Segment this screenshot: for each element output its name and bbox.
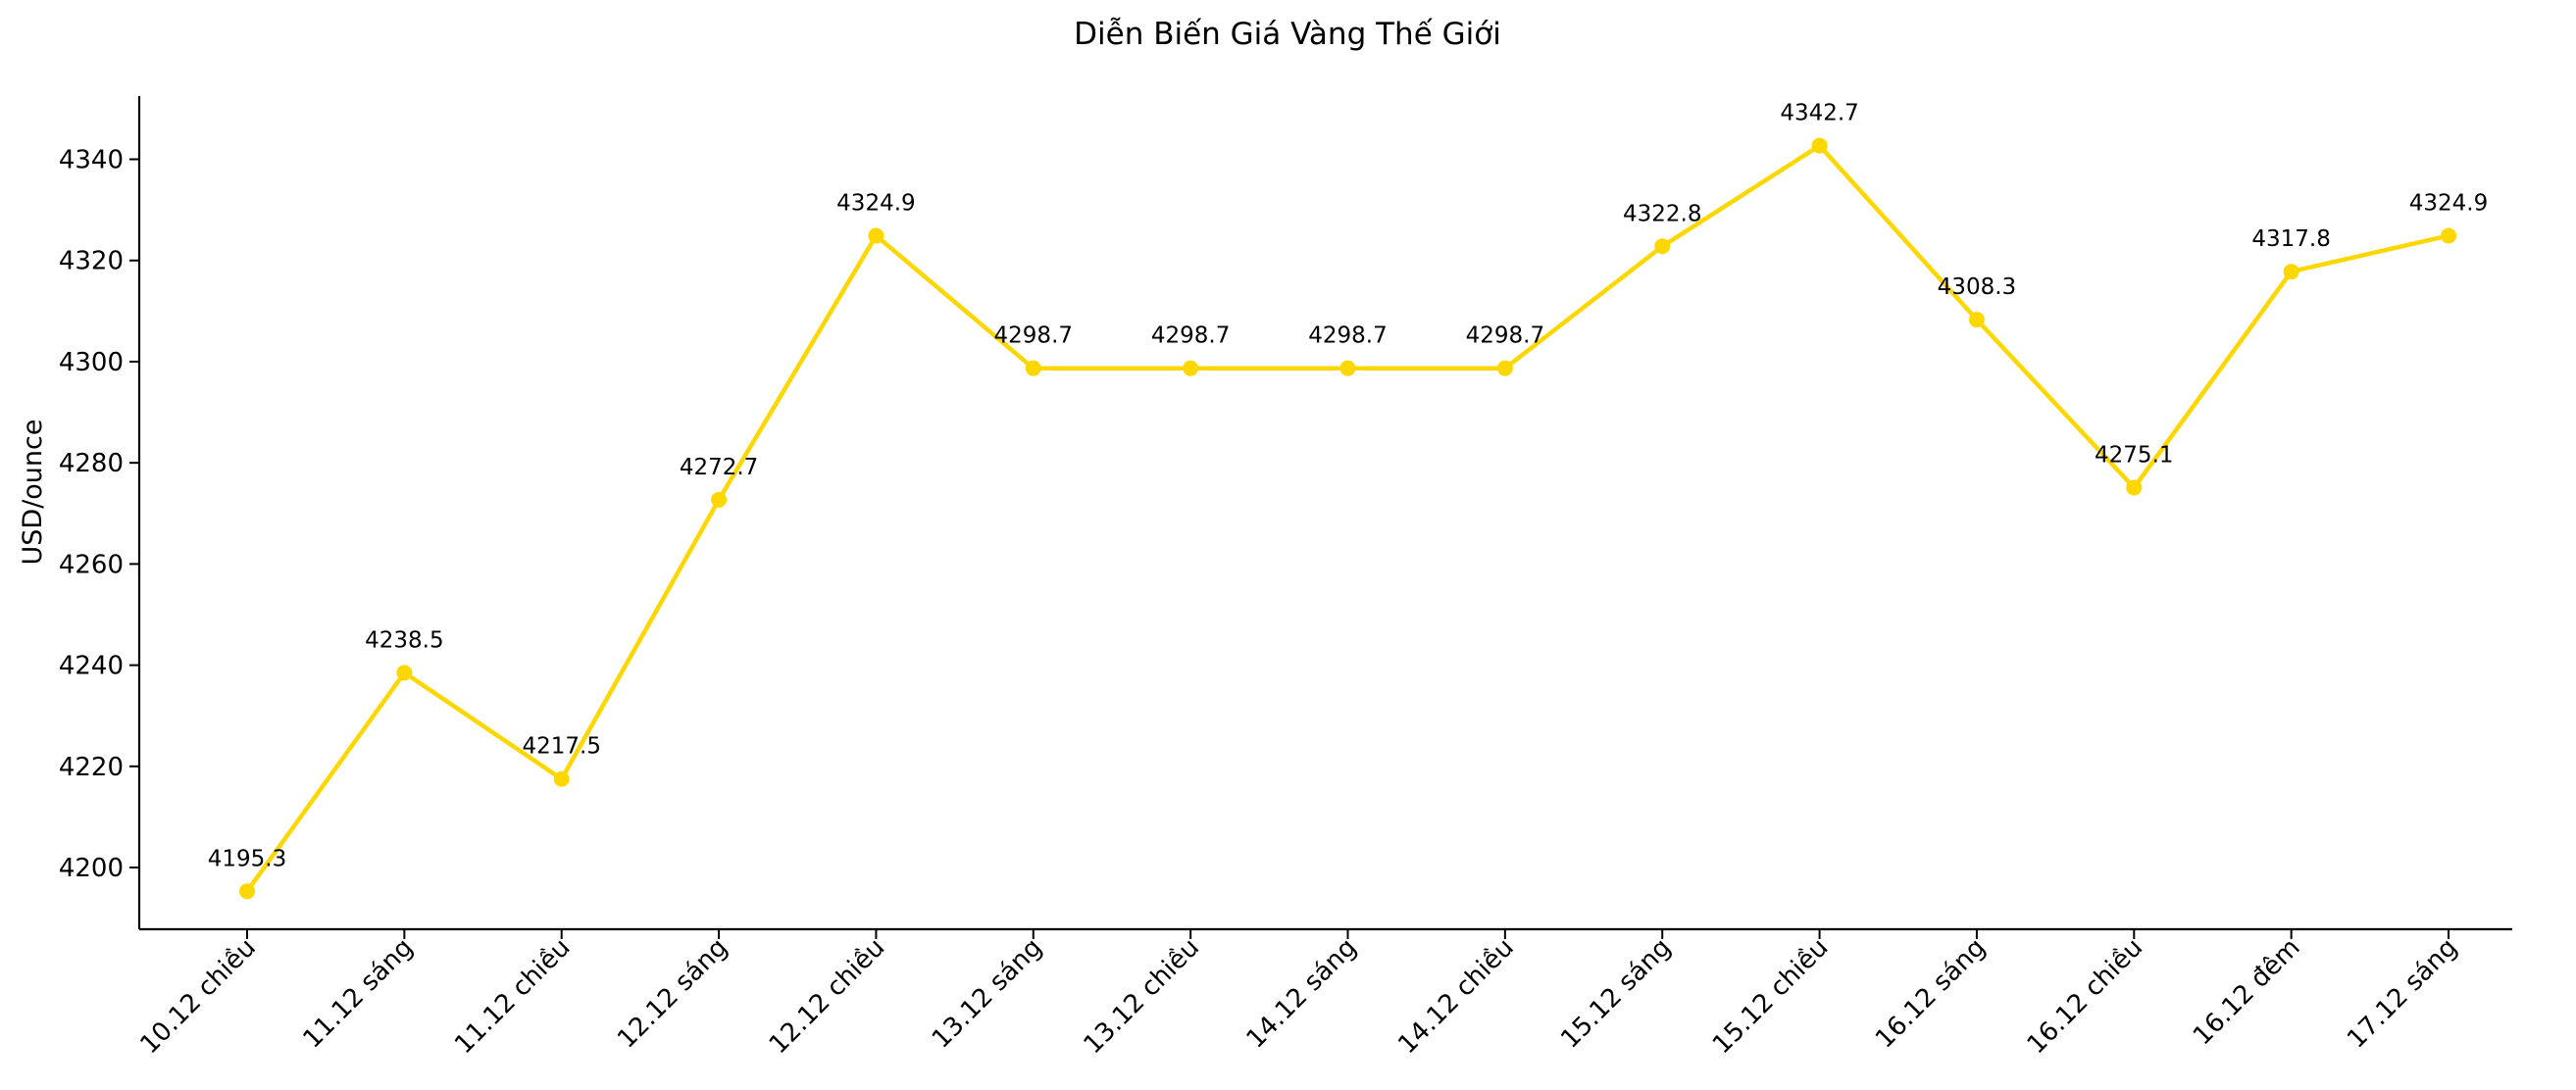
x-tick-label: 15.12 sáng — [1555, 933, 1677, 1055]
data-label: 4195.3 — [208, 846, 286, 871]
y-ticks: 4200 4220 4240 4260 4280 4300 4320 4340 — [59, 146, 139, 883]
y-tick-label: 4260 — [59, 550, 124, 579]
series-line — [245, 143, 2450, 893]
data-point — [1811, 137, 1828, 154]
y-tick-label: 4200 — [59, 854, 124, 883]
data-point — [553, 770, 570, 787]
y-axis-label: USD/ounce — [18, 420, 48, 566]
data-label: 4342.7 — [1780, 101, 1858, 126]
data-label: 4272.7 — [680, 455, 758, 480]
data-point — [1183, 360, 1199, 376]
x-tick-label: 11.12 chiều — [449, 933, 577, 1061]
data-point — [1025, 360, 1041, 376]
x-tick-label: 10.12 chiều — [134, 933, 262, 1061]
x-ticks: 10.12 chiều 11.12 sáng 11.12 chiều 12.12 sá… — [134, 929, 2463, 1060]
y-tick-label: 4340 — [59, 146, 124, 175]
y-tick-label: 4280 — [59, 449, 124, 478]
data-label: 4317.8 — [2251, 226, 2330, 252]
data-label: 4324.9 — [2409, 190, 2488, 216]
data-point — [1968, 312, 1985, 328]
x-tick-label: 14.12 chiều — [1392, 933, 1520, 1061]
data-labels: 4195.3 4238.5 4217.5 4272.7 4324.9 4298.7 4298… — [208, 101, 2488, 872]
y-tick-label: 4220 — [59, 753, 124, 782]
data-label: 4275.1 — [2095, 442, 2173, 468]
data-points — [239, 137, 2456, 900]
x-tick-label: 16.12 sáng — [1870, 933, 1992, 1055]
data-point — [2441, 227, 2456, 244]
x-tick-label: 12.12 chiều — [764, 933, 891, 1061]
y-tick-label: 4320 — [59, 247, 124, 276]
data-point — [396, 665, 413, 681]
data-label: 4322.8 — [1623, 201, 1701, 226]
x-tick-label: 13.12 chiều — [1079, 933, 1206, 1061]
data-label: 4217.5 — [522, 734, 600, 760]
x-tick-label: 12.12 sáng — [612, 933, 733, 1055]
data-label: 4298.7 — [1308, 323, 1387, 349]
x-tick-label: 17.12 sáng — [2342, 933, 2463, 1055]
data-point — [2283, 264, 2299, 280]
x-tick-label: 11.12 sáng — [297, 933, 419, 1055]
data-point — [1496, 360, 1513, 376]
data-label: 4324.9 — [836, 190, 915, 216]
y-tick-label: 4240 — [59, 652, 124, 681]
x-tick-label: 16.12 chiều — [2022, 933, 2149, 1061]
x-tick-label: 15.12 chiều — [1707, 933, 1835, 1061]
data-point — [711, 491, 728, 508]
chart-title: Diễn Biến Giá Vàng Thế Giới — [1074, 17, 1501, 52]
data-label: 4238.5 — [365, 627, 443, 653]
data-point — [868, 227, 884, 244]
data-label: 4298.7 — [1151, 323, 1230, 349]
x-tick-label: 13.12 sáng — [927, 933, 1048, 1055]
data-label: 4308.3 — [1938, 274, 2016, 300]
y-tick-label: 4300 — [59, 348, 124, 377]
data-label: 4298.7 — [1466, 323, 1544, 349]
data-point — [2126, 479, 2143, 496]
data-label: 4298.7 — [994, 323, 1073, 349]
x-tick-label: 14.12 sáng — [1241, 933, 1363, 1055]
x-tick-label: 16.12 đêm — [2188, 933, 2306, 1052]
data-point — [1339, 360, 1356, 376]
data-point — [1654, 238, 1671, 255]
data-point — [239, 883, 255, 900]
